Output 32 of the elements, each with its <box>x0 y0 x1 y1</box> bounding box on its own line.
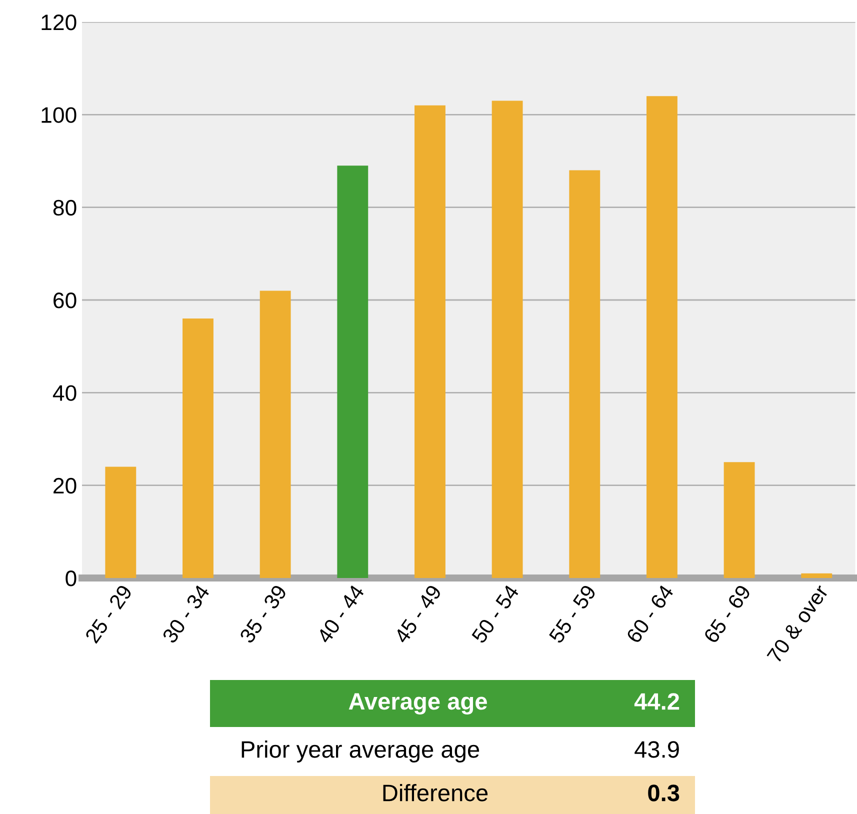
x-tick-label: 35 - 39 <box>239 584 288 644</box>
text: 44.2 <box>634 693 680 710</box>
bar <box>801 573 832 578</box>
text: Prior year average age <box>242 740 480 763</box>
bar <box>569 170 600 578</box>
y-tick-label: 80 <box>53 200 76 216</box>
y-tick-label: 120 <box>42 14 76 30</box>
bar <box>260 290 291 578</box>
x-tick-label: 50 - 54 <box>471 584 520 644</box>
x-tick-label: 45 - 49 <box>394 584 442 644</box>
x-tick-label: 65 - 69 <box>703 584 752 644</box>
y-tick-label: 0 <box>66 570 76 586</box>
text: 0.3 <box>648 784 680 802</box>
x-tick-label: 55 - 59 <box>548 584 597 644</box>
y-tick-label: 20 <box>54 478 76 494</box>
y-tick-label: 60 <box>54 292 76 308</box>
x-tick-label: 25 - 29 <box>84 584 133 644</box>
bar <box>646 96 678 578</box>
bar <box>182 318 214 578</box>
bar <box>105 466 136 578</box>
bar <box>414 105 446 578</box>
bar <box>724 462 755 578</box>
y-tick-label: 40 <box>52 385 76 401</box>
y-tick-label: 100 <box>42 107 76 123</box>
text: Average age <box>348 693 487 715</box>
x-tick-label: 60 - 64 <box>626 584 674 644</box>
x-tick-label: 30 - 34 <box>162 584 210 644</box>
text: 43.9 <box>634 741 679 758</box>
x-tick-label: 40 - 44 <box>316 584 365 644</box>
text: Difference <box>383 784 488 802</box>
bar <box>337 166 368 578</box>
bar <box>492 100 523 578</box>
